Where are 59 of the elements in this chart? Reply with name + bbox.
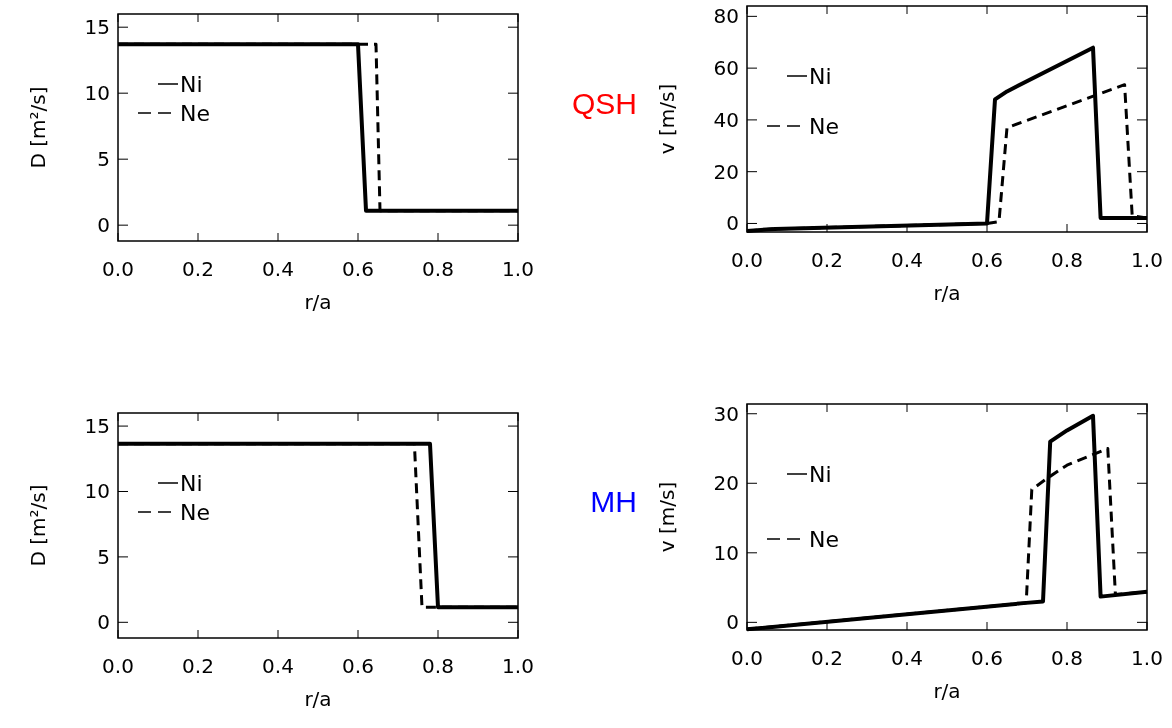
x-tick-label: 0.6 xyxy=(971,248,1003,272)
x-tick-label: 0.2 xyxy=(811,248,843,272)
x-tick-label: 0.2 xyxy=(182,654,214,678)
x-tick-label: 1.0 xyxy=(502,654,534,678)
y-tick-label: 15 xyxy=(84,414,110,439)
y-tick-label: 0 xyxy=(97,213,110,238)
legend-label: Ne xyxy=(180,499,210,525)
text: QSH xyxy=(571,87,637,120)
x-tick-label: 0.2 xyxy=(182,257,214,281)
y-tick-label: 5 xyxy=(97,147,110,172)
y-tick-label: 10 xyxy=(84,81,110,106)
x-tick-label: 0.8 xyxy=(1051,248,1083,272)
y-axis-title: D [m²/s] xyxy=(26,484,50,567)
y-tick-label: 30 xyxy=(713,401,739,426)
x-tick-label: 1.0 xyxy=(1131,646,1163,670)
x-tick-label: 0.0 xyxy=(102,257,134,281)
legend-label: Ni xyxy=(180,71,203,97)
y-tick-label: 10 xyxy=(713,540,739,565)
x-tick-label: 0.6 xyxy=(971,646,1003,670)
x-tick-label: 0.4 xyxy=(891,248,923,272)
legend-label: Ni xyxy=(180,470,203,496)
text: MH xyxy=(590,485,637,518)
x-tick-label: 1.0 xyxy=(502,257,534,281)
y-axis-title: v [m/s] xyxy=(655,83,679,155)
x-tick-label: 0.0 xyxy=(102,654,134,678)
y-tick-label: 20 xyxy=(713,471,739,496)
x-tick-label: 0.8 xyxy=(1051,646,1083,670)
legend-label: Ne xyxy=(809,113,839,139)
x-axis-title: r/a xyxy=(933,679,961,703)
y-tick-label: 80 xyxy=(713,4,739,29)
x-axis-title: r/a xyxy=(304,687,332,711)
x-tick-label: 0.4 xyxy=(262,257,294,281)
y-tick-label: 40 xyxy=(713,107,739,132)
legend-label: Ne xyxy=(180,100,210,126)
x-tick-label: 0.8 xyxy=(422,257,454,281)
legend-label: Ni xyxy=(809,63,832,89)
x-axis-title: r/a xyxy=(304,290,332,314)
x-tick-label: 0.6 xyxy=(342,654,374,678)
legend-label: Ne xyxy=(809,526,839,552)
y-tick-label: 15 xyxy=(84,15,110,40)
y-axis-title: v [m/s] xyxy=(655,481,679,553)
x-tick-label: 1.0 xyxy=(1131,248,1163,272)
x-tick-label: 0.0 xyxy=(731,248,763,272)
y-tick-label: 10 xyxy=(84,479,110,504)
x-tick-label: 0.0 xyxy=(731,646,763,670)
x-tick-label: 0.4 xyxy=(262,654,294,678)
y-tick-label: 20 xyxy=(713,159,739,184)
x-tick-label: 0.6 xyxy=(342,257,374,281)
y-tick-label: 60 xyxy=(713,56,739,81)
legend-label: Ni xyxy=(809,461,832,487)
x-tick-label: 0.4 xyxy=(891,646,923,670)
y-tick-label: 0 xyxy=(726,211,739,236)
x-tick-label: 0.8 xyxy=(422,654,454,678)
x-tick-label: 0.2 xyxy=(811,646,843,670)
x-axis-title: r/a xyxy=(933,281,961,305)
y-axis-title: D [m²/s] xyxy=(26,86,50,169)
y-tick-label: 0 xyxy=(97,610,110,635)
y-tick-label: 0 xyxy=(726,610,739,635)
y-tick-label: 5 xyxy=(97,544,110,569)
